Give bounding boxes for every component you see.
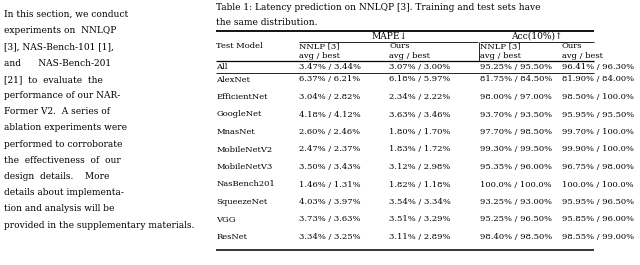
Text: Table 1: Latency prediction on NNLQP [3]. Training and test sets have: Table 1: Latency prediction on NNLQP [3]…: [216, 3, 541, 12]
Text: 95.25% / 96.50%: 95.25% / 96.50%: [479, 215, 552, 223]
Text: MobileNetV3: MobileNetV3: [216, 163, 273, 171]
Text: 99.30% / 99.50%: 99.30% / 99.50%: [479, 145, 552, 153]
Text: Ours: Ours: [562, 42, 582, 51]
Text: avg / best: avg / best: [389, 51, 430, 60]
Text: 95.95% / 95.50%: 95.95% / 95.50%: [562, 111, 634, 118]
Text: 3.12% / 2.98%: 3.12% / 2.98%: [389, 163, 451, 171]
Text: 2.34% / 2.22%: 2.34% / 2.22%: [389, 93, 451, 101]
Text: the  effectiveness  of  our: the effectiveness of our: [4, 156, 120, 165]
Text: NNLP [3]: NNLP [3]: [299, 42, 339, 51]
Text: ablation experiments were: ablation experiments were: [4, 123, 127, 132]
Text: 100.0% / 100.0%: 100.0% / 100.0%: [479, 180, 551, 188]
Text: 1.83% / 1.72%: 1.83% / 1.72%: [389, 145, 451, 153]
Text: All: All: [216, 63, 228, 71]
Text: 97.70% / 98.50%: 97.70% / 98.50%: [479, 128, 552, 136]
Text: MnasNet: MnasNet: [216, 128, 255, 136]
Text: [3], NAS-Bench-101 [1],: [3], NAS-Bench-101 [1],: [4, 42, 114, 51]
Text: 4.18% / 4.12%: 4.18% / 4.12%: [299, 111, 360, 118]
Text: 98.00% / 97.00%: 98.00% / 97.00%: [479, 93, 552, 101]
Text: 1.82% / 1.18%: 1.82% / 1.18%: [389, 180, 451, 188]
Text: 3.34% / 3.25%: 3.34% / 3.25%: [299, 233, 360, 241]
Text: 3.63% / 3.46%: 3.63% / 3.46%: [389, 111, 451, 118]
Text: [21]  to  evaluate  the: [21] to evaluate the: [4, 75, 102, 84]
Text: 95.35% / 96.00%: 95.35% / 96.00%: [479, 163, 552, 171]
Text: In this section, we conduct: In this section, we conduct: [4, 10, 128, 19]
Text: 3.47% / 3.44%: 3.47% / 3.44%: [299, 63, 360, 71]
Text: 3.54% / 3.34%: 3.54% / 3.34%: [389, 198, 451, 206]
Text: 3.51% / 3.29%: 3.51% / 3.29%: [389, 215, 451, 223]
Text: 3.11% / 2.89%: 3.11% / 2.89%: [389, 233, 451, 241]
Text: 93.25% / 93.00%: 93.25% / 93.00%: [479, 198, 552, 206]
Text: 95.95% / 96.50%: 95.95% / 96.50%: [562, 198, 634, 206]
Text: tion and analysis will be: tion and analysis will be: [4, 204, 114, 213]
Text: NasBench201: NasBench201: [216, 180, 275, 188]
Text: details about implementa-: details about implementa-: [4, 188, 124, 197]
Text: 4.03% / 3.97%: 4.03% / 3.97%: [299, 198, 360, 206]
Text: design  details.    More: design details. More: [4, 172, 109, 181]
Text: avg / best: avg / best: [479, 51, 520, 60]
Text: 95.25% / 95.50%: 95.25% / 95.50%: [479, 63, 552, 71]
Text: performance of our NAR-: performance of our NAR-: [4, 91, 120, 100]
Text: 93.70% / 93.50%: 93.70% / 93.50%: [479, 111, 552, 118]
Text: 1.80% / 1.70%: 1.80% / 1.70%: [389, 128, 451, 136]
Text: MobileNetV2: MobileNetV2: [216, 145, 273, 153]
Text: 98.50% / 100.0%: 98.50% / 100.0%: [562, 93, 634, 101]
Text: 98.40% / 98.50%: 98.40% / 98.50%: [479, 233, 552, 241]
Text: SqueezeNet: SqueezeNet: [216, 198, 268, 206]
Text: Former V2.  A series of: Former V2. A series of: [4, 107, 109, 116]
Text: experiments on  NNLQP: experiments on NNLQP: [4, 26, 116, 35]
Text: provided in the supplementary materials.: provided in the supplementary materials.: [4, 220, 194, 229]
Text: 3.07% / 3.00%: 3.07% / 3.00%: [389, 63, 451, 71]
Text: avg / best: avg / best: [562, 51, 603, 60]
Text: the same distribution.: the same distribution.: [216, 18, 318, 27]
Text: EfficientNet: EfficientNet: [216, 93, 268, 101]
Text: 3.50% / 3.43%: 3.50% / 3.43%: [299, 163, 360, 171]
Text: 3.73% / 3.63%: 3.73% / 3.63%: [299, 215, 360, 223]
Text: ResNet: ResNet: [216, 233, 248, 241]
Text: MAPE↓: MAPE↓: [371, 32, 407, 41]
Text: 81.75% / 84.50%: 81.75% / 84.50%: [479, 76, 552, 83]
Text: 2.47% / 2.37%: 2.47% / 2.37%: [299, 145, 360, 153]
Text: 6.18% / 5.97%: 6.18% / 5.97%: [389, 76, 451, 83]
Text: 2.60% / 2.46%: 2.60% / 2.46%: [299, 128, 360, 136]
Text: avg / best: avg / best: [299, 51, 340, 60]
Text: GoogleNet: GoogleNet: [216, 111, 262, 118]
Text: 3.04% / 2.82%: 3.04% / 2.82%: [299, 93, 360, 101]
Text: 99.90% / 100.0%: 99.90% / 100.0%: [562, 145, 634, 153]
Text: 95.85% / 96.00%: 95.85% / 96.00%: [562, 215, 634, 223]
Text: Acc(10%)↑: Acc(10%)↑: [511, 32, 563, 41]
Text: 6.37% / 6.21%: 6.37% / 6.21%: [299, 76, 360, 83]
Text: 98.55% / 99.00%: 98.55% / 99.00%: [562, 233, 634, 241]
Text: NNLP [3]: NNLP [3]: [479, 42, 520, 51]
Text: and      NAS-Bench-201: and NAS-Bench-201: [4, 59, 111, 68]
Text: performed to corroborate: performed to corroborate: [4, 140, 122, 149]
Text: 96.75% / 98.00%: 96.75% / 98.00%: [562, 163, 634, 171]
Text: Test Model: Test Model: [216, 42, 263, 51]
Text: 96.41% / 96.30%: 96.41% / 96.30%: [562, 63, 634, 71]
Text: AlexNet: AlexNet: [216, 76, 250, 83]
Text: 1.46% / 1.31%: 1.46% / 1.31%: [299, 180, 360, 188]
Text: 100.0% / 100.0%: 100.0% / 100.0%: [562, 180, 634, 188]
Text: Ours: Ours: [389, 42, 410, 51]
Text: 99.70% / 100.0%: 99.70% / 100.0%: [562, 128, 634, 136]
Text: VGG: VGG: [216, 215, 236, 223]
Text: 81.90% / 84.00%: 81.90% / 84.00%: [562, 76, 634, 83]
